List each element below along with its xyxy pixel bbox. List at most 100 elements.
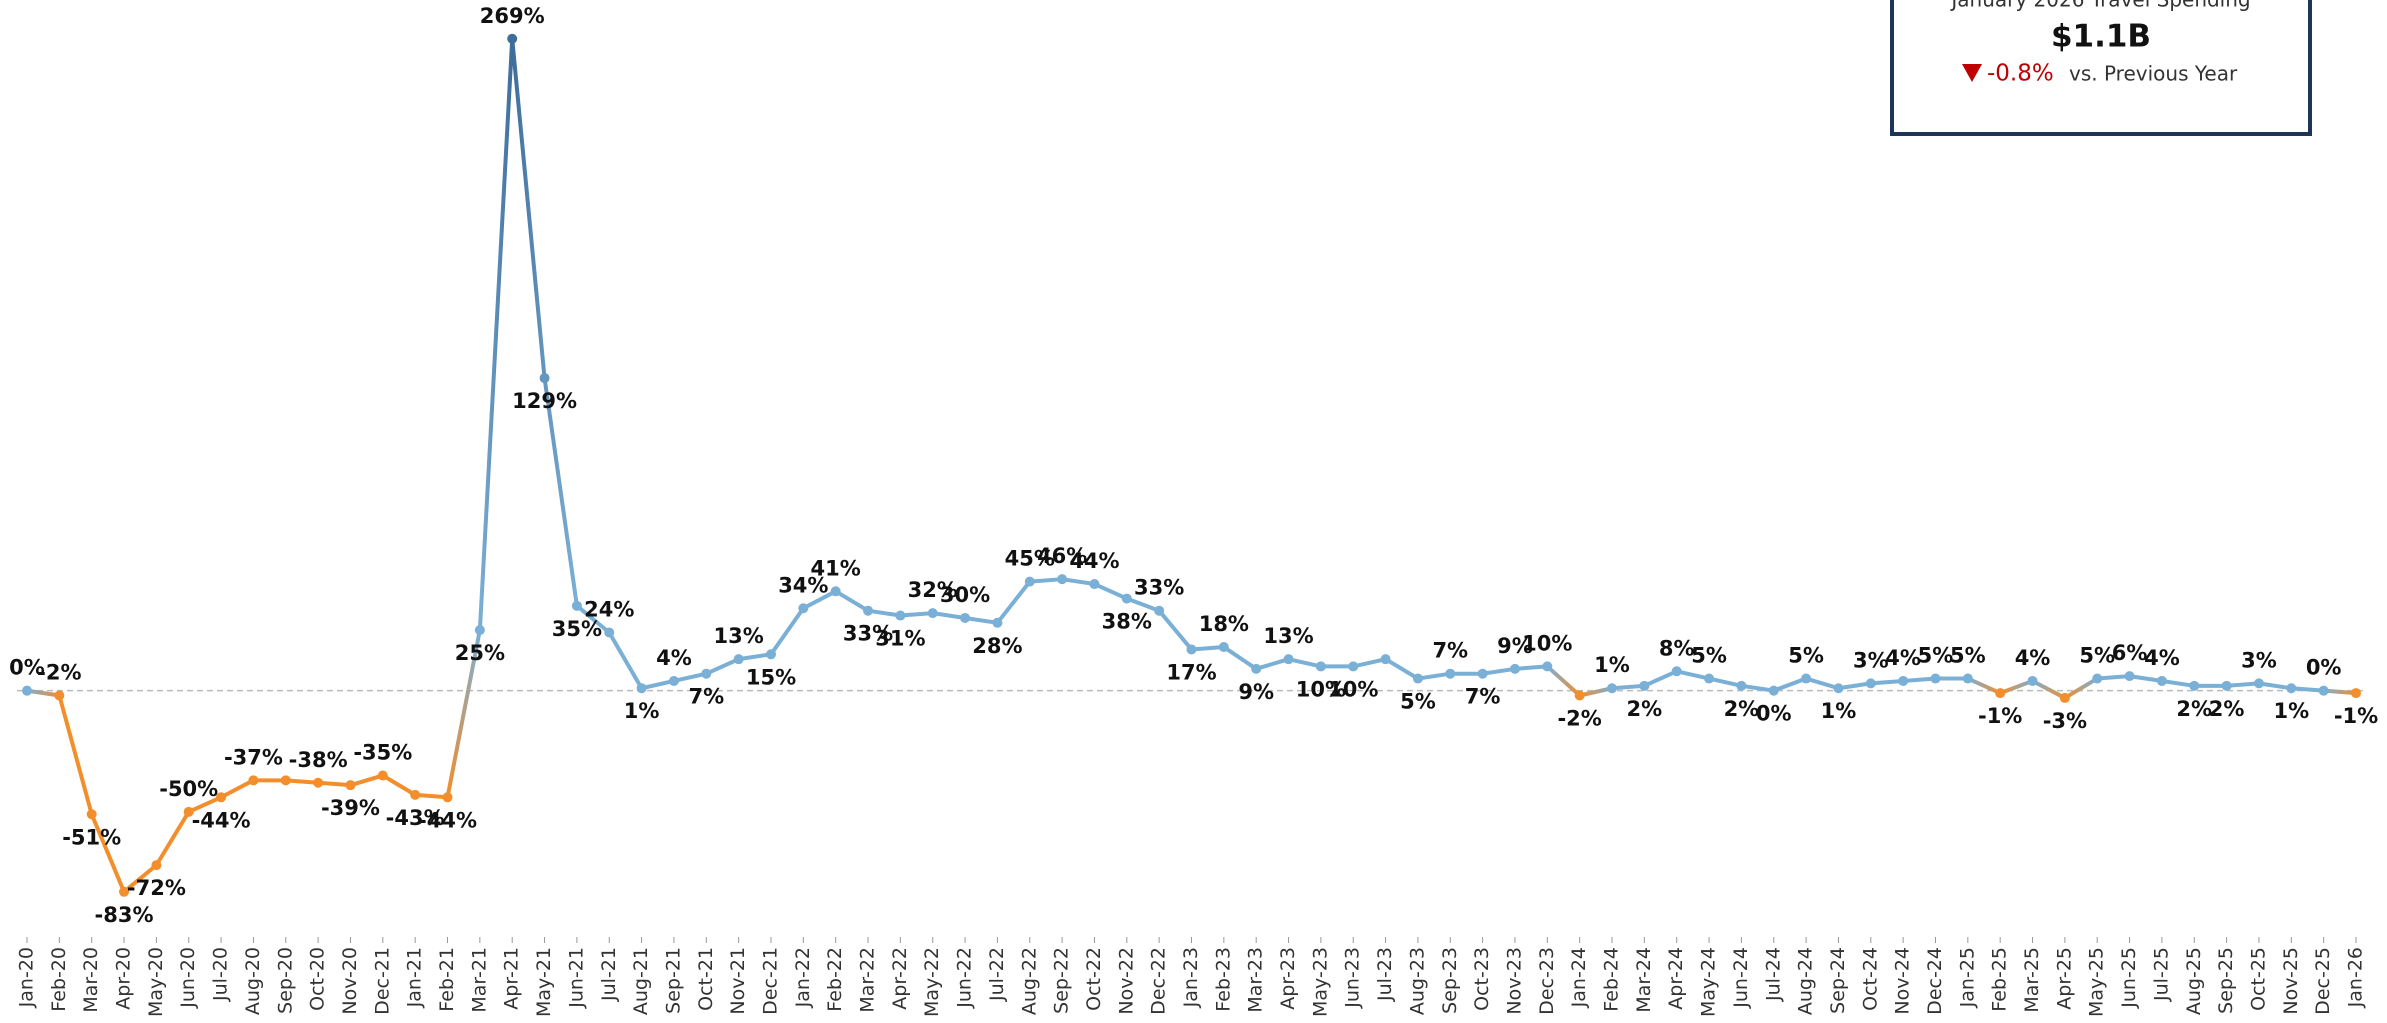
point [1995, 688, 2006, 699]
data-label: -44% [418, 808, 477, 832]
point [1574, 690, 1585, 701]
x-tick-label: Nov-22 [1115, 947, 1137, 1015]
data-label: -37% [224, 745, 283, 769]
point [1315, 661, 1326, 672]
x-tick-label: Jan-23 [1180, 947, 1202, 1008]
kpi-frame [1890, 0, 2312, 136]
x-tick-label: Apr-20 [113, 947, 135, 1010]
x-tick-label: Sep-20 [274, 947, 296, 1014]
data-label: 1% [624, 699, 660, 723]
point [1348, 661, 1359, 672]
point [2286, 683, 2297, 694]
kpi-box: January 2026 Travel Spending $1.1B -0.8%… [1890, 0, 2312, 136]
x-tick-label: Apr-24 [1665, 947, 1687, 1010]
x-tick-label: Oct-22 [1083, 947, 1105, 1011]
data-label: 5% [1691, 644, 1727, 668]
data-label: 2% [1627, 697, 1663, 721]
x-tick-label: Mar-23 [1245, 947, 1267, 1013]
point [668, 675, 679, 686]
point [2156, 675, 2167, 686]
x-tick-label: Jan-20 [16, 947, 38, 1008]
point [1639, 680, 1650, 691]
point [960, 612, 971, 623]
x-tick-label: Apr-21 [501, 947, 523, 1010]
point [1865, 678, 1876, 689]
kpi-down-arrow [1962, 64, 1982, 82]
data-label: 2% [2209, 697, 2245, 721]
x-tick-label: Sep-23 [1439, 947, 1461, 1014]
data-label: 35% [552, 617, 602, 641]
data-label: 45% [1005, 547, 1055, 571]
x-tick-label: Mar-21 [468, 947, 490, 1013]
data-label: 1% [1594, 653, 1630, 677]
x-tick-label: May-22 [921, 947, 943, 1017]
data-label: 33% [1134, 576, 1184, 600]
data-label: -1% [1978, 704, 2022, 728]
data-label: 4% [656, 646, 692, 670]
point [1186, 644, 1197, 655]
point [604, 627, 615, 638]
x-tick-label: Dec-24 [1924, 947, 1946, 1015]
point [701, 668, 712, 679]
x-tick-label: May-25 [2086, 947, 2108, 1017]
point [345, 780, 356, 791]
x-tick-label: Sep-24 [1827, 947, 1849, 1014]
point [474, 625, 485, 636]
data-label: 1% [2273, 699, 2309, 723]
x-tick-label: Jan-24 [1568, 947, 1590, 1008]
x-tick-label: Dec-22 [1148, 947, 1170, 1015]
x-tick-label: Jun-21 [565, 947, 587, 1009]
point [1412, 673, 1423, 684]
data-label: 8% [1659, 636, 1695, 660]
point [863, 605, 874, 616]
x-tick-label: Jul-22 [986, 947, 1008, 1002]
x-tick-label: Aug-20 [242, 947, 264, 1015]
point [1477, 668, 1488, 679]
x-tick-label: Jun-20 [177, 947, 199, 1009]
x-tick-label: Mar-25 [2021, 947, 2043, 1013]
x-tick-label: Aug-24 [1795, 947, 1817, 1015]
data-label: 13% [1263, 624, 1313, 648]
point [1930, 673, 1941, 684]
point [2221, 680, 2232, 691]
point [1704, 673, 1715, 684]
data-label: 0% [9, 656, 45, 680]
data-label: 7% [1465, 685, 1501, 709]
data-label: 0% [2306, 656, 2342, 680]
data-label: 9% [1497, 634, 1533, 658]
x-tick-label: Aug-22 [1018, 947, 1040, 1015]
x-tick-label: Jul-20 [210, 947, 232, 1002]
x-tick-label: Jan-22 [792, 947, 814, 1008]
data-label: -2% [1557, 707, 1601, 731]
data-label: 4% [1885, 646, 1921, 670]
x-tick-label: Dec-25 [2312, 947, 2334, 1015]
point [571, 600, 582, 611]
point [798, 603, 809, 614]
x-tick-label: May-21 [533, 947, 555, 1017]
x-tick-label: Nov-21 [727, 947, 749, 1015]
data-label: 2% [1724, 697, 1760, 721]
point [992, 617, 1003, 628]
point [1671, 666, 1682, 677]
point [1251, 663, 1262, 674]
x-tick-label: Feb-21 [436, 947, 458, 1012]
point [1057, 574, 1068, 585]
x-tick-label: Feb-25 [1989, 947, 2011, 1012]
point [1380, 654, 1391, 665]
x-tick-label: Oct-21 [695, 947, 717, 1011]
data-label: -1% [2334, 704, 2378, 728]
point [86, 809, 97, 820]
x-tick-label: Dec-21 [371, 947, 393, 1015]
data-label: 7% [1432, 639, 1468, 663]
x-tick-label: Oct-20 [307, 947, 329, 1011]
data-label: 34% [778, 573, 828, 597]
data-label: 269% [480, 4, 545, 28]
point [2059, 692, 2070, 703]
point [539, 373, 550, 384]
x-tick-label: Aug-21 [630, 947, 652, 1015]
point [183, 806, 194, 817]
x-tick-label: Jul-24 [1762, 947, 1784, 1002]
x-tick-label: Aug-25 [2183, 947, 2205, 1015]
point [2253, 678, 2264, 689]
